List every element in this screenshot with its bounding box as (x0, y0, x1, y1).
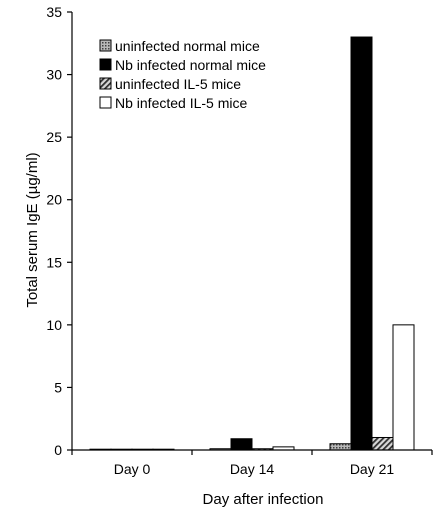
y-tick-label: 25 (46, 129, 62, 145)
y-tick-label: 10 (46, 317, 62, 333)
legend-swatch (99, 77, 112, 90)
y-tick-label: 30 (46, 67, 62, 83)
bar (350, 36, 373, 451)
legend-label: Nb infected normal mice (115, 57, 266, 73)
bar (329, 443, 352, 451)
y-tick-label: 15 (46, 254, 62, 270)
y-axis-label: Total serum IgE (µg/ml) (24, 152, 41, 307)
x-axis-ticks: Day 0 Day 14 Day 21 (71, 450, 433, 477)
bars-layer (89, 36, 415, 451)
legend-swatch (99, 96, 112, 109)
y-tick-label: 20 (46, 192, 62, 208)
legend-swatch (99, 39, 112, 52)
bar (230, 438, 253, 451)
y-tick-label: 35 (46, 4, 62, 20)
y-tick-label: 0 (54, 442, 62, 458)
x-tick-label: Day 0 (114, 461, 151, 477)
y-tick-label: 5 (54, 379, 62, 395)
legend-label: uninfected IL-5 mice (115, 76, 241, 92)
legend-swatch (99, 58, 112, 71)
legend-label: uninfected normal mice (115, 38, 260, 54)
legend-label: Nb infected IL-5 mice (115, 95, 247, 111)
bar (371, 436, 394, 451)
bar (392, 324, 415, 451)
x-tick-label: Day 14 (230, 461, 275, 477)
x-tick-label: Day 21 (350, 461, 395, 477)
y-axis-ticks: 0 5 10 15 20 25 30 35 (46, 4, 72, 458)
legend: uninfected normal mice Nb infected normal… (99, 38, 266, 111)
x-axis-label: Day after infection (203, 491, 324, 508)
plot-area: 0 5 10 15 20 25 30 35 Day 0 Day 14 Day 21 (46, 4, 433, 477)
